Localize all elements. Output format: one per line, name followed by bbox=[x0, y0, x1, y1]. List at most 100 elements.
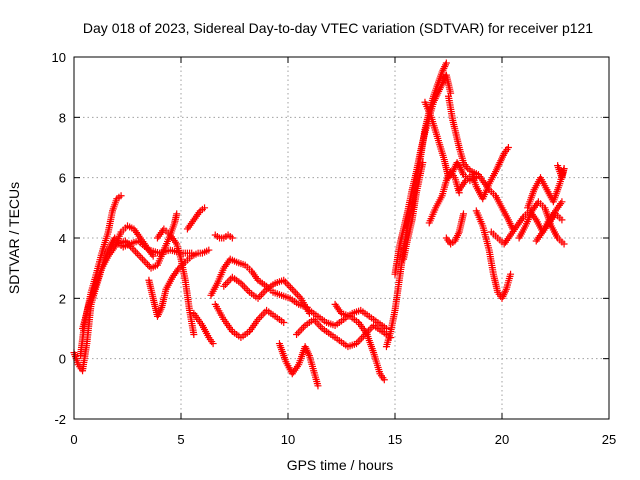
data-point bbox=[287, 283, 295, 291]
data-point bbox=[133, 250, 141, 258]
y-tick-label: 6 bbox=[59, 171, 66, 186]
data-point bbox=[459, 210, 467, 218]
data-point bbox=[285, 282, 293, 290]
data-point bbox=[298, 325, 306, 333]
x-tick-labels: 0 5 10 15 20 25 bbox=[70, 432, 616, 447]
data-point bbox=[205, 246, 213, 254]
data-point bbox=[244, 286, 252, 294]
data-point bbox=[419, 159, 427, 167]
data-point bbox=[209, 340, 217, 348]
series-trace-s bbox=[400, 159, 427, 263]
series-trace-g bbox=[183, 204, 209, 233]
y-tick-label: 8 bbox=[59, 110, 66, 125]
x-tick-label: 25 bbox=[602, 432, 616, 447]
series-trace-y bbox=[472, 207, 515, 302]
series-trace-v bbox=[425, 168, 463, 227]
series-trace-ad bbox=[554, 162, 568, 182]
data-point bbox=[380, 376, 388, 384]
data-point bbox=[223, 279, 231, 287]
data-point bbox=[142, 259, 150, 267]
x-tick-label: 0 bbox=[70, 432, 77, 447]
series-trace-e bbox=[145, 246, 213, 320]
data-point bbox=[220, 282, 228, 290]
data-point bbox=[560, 165, 568, 173]
data-point bbox=[382, 325, 390, 332]
series-trace-m bbox=[275, 340, 322, 390]
data-point bbox=[356, 336, 364, 344]
data-point bbox=[314, 382, 322, 390]
series-trace-h bbox=[190, 309, 217, 348]
data-point bbox=[256, 314, 264, 322]
data-point bbox=[140, 257, 148, 265]
data-point bbox=[137, 253, 145, 261]
data-point bbox=[173, 210, 181, 218]
y-tick-label: 0 bbox=[59, 352, 66, 367]
x-tick-label: 15 bbox=[388, 432, 402, 447]
series-trace-l bbox=[220, 273, 313, 317]
chart-title: Day 018 of 2023, Sidereal Day-to-day VTE… bbox=[83, 20, 593, 36]
data-point bbox=[201, 204, 209, 212]
data-point bbox=[560, 240, 568, 248]
data-point bbox=[292, 289, 300, 297]
data-point bbox=[293, 331, 301, 339]
data-point bbox=[259, 289, 267, 297]
plot-frame bbox=[73, 56, 610, 420]
data-point bbox=[256, 293, 264, 301]
y-axis-label: SDTVAR / TECUs bbox=[6, 182, 22, 294]
data-point bbox=[507, 270, 515, 278]
data-point bbox=[239, 281, 247, 289]
x-axis-label: GPS time / hours bbox=[287, 457, 394, 473]
series-trace-u bbox=[445, 92, 517, 233]
series-trace-i bbox=[211, 231, 236, 242]
x-tick-label: 10 bbox=[281, 432, 295, 447]
y-tick-label: 4 bbox=[59, 231, 66, 246]
data-point bbox=[257, 312, 265, 320]
series-trace-x bbox=[455, 144, 512, 203]
data-point bbox=[132, 248, 140, 256]
data-points bbox=[70, 59, 568, 390]
series-trace-o bbox=[305, 306, 390, 332]
data-point bbox=[358, 334, 366, 342]
data-point bbox=[130, 246, 138, 254]
data-point bbox=[294, 329, 302, 337]
y-tick-label: 2 bbox=[59, 291, 66, 306]
data-point bbox=[442, 59, 450, 67]
data-point bbox=[288, 285, 296, 293]
data-point bbox=[228, 234, 236, 242]
data-point bbox=[558, 216, 566, 224]
series-trace-ac bbox=[532, 198, 566, 245]
data-point bbox=[117, 192, 125, 200]
data-point bbox=[280, 318, 288, 326]
data-point bbox=[504, 144, 512, 151]
series-trace-ab bbox=[524, 165, 568, 212]
data-point bbox=[135, 251, 143, 259]
data-point bbox=[299, 323, 307, 331]
series-trace-w bbox=[442, 210, 467, 248]
series-trace-n bbox=[293, 315, 395, 351]
series-trace-p bbox=[331, 300, 388, 384]
series-trace-j bbox=[207, 255, 311, 311]
data-point bbox=[145, 262, 153, 270]
series-trace-k bbox=[211, 300, 288, 342]
y-tick-labels: -2 0 2 4 6 8 10 bbox=[52, 50, 66, 427]
data-point bbox=[296, 327, 304, 335]
data-point bbox=[281, 278, 289, 286]
x-tick-label: 20 bbox=[495, 432, 509, 447]
data-point bbox=[149, 252, 157, 260]
y-tick-label: -2 bbox=[54, 412, 66, 427]
data-point bbox=[558, 198, 566, 206]
data-point bbox=[315, 321, 323, 329]
series-trace-c bbox=[79, 222, 157, 332]
data-point bbox=[240, 283, 248, 291]
series-trace-f bbox=[153, 225, 198, 339]
series-trace-d bbox=[113, 210, 181, 272]
data-point bbox=[138, 255, 146, 263]
x-tick-label: 5 bbox=[177, 432, 184, 447]
data-point bbox=[293, 291, 301, 299]
data-point bbox=[290, 287, 298, 295]
data-point bbox=[190, 331, 198, 339]
data-point bbox=[242, 285, 250, 293]
series-trace-t bbox=[421, 98, 480, 185]
data-point bbox=[222, 280, 230, 288]
